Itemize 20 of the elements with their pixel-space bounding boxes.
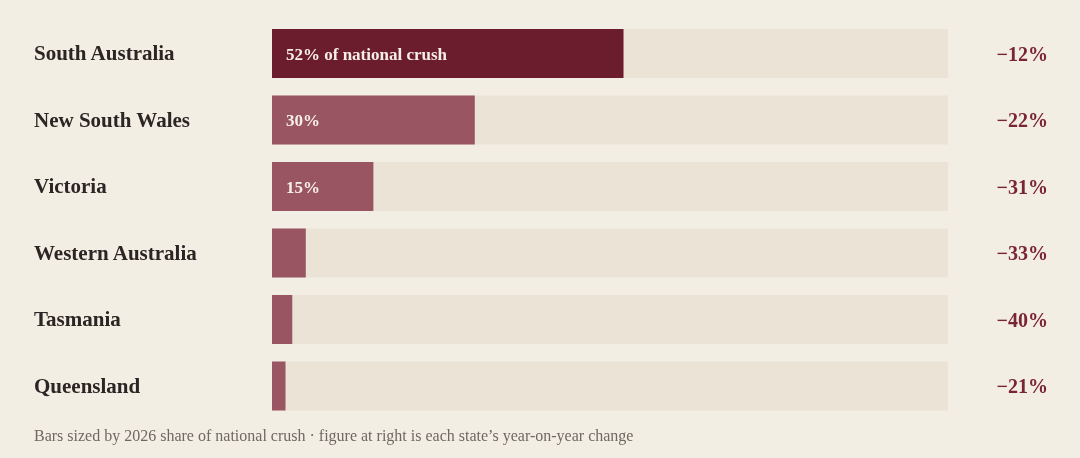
y-tick-label: Victoria xyxy=(34,174,108,199)
y-tick-label: Tasmania xyxy=(34,307,122,332)
text: −31% xyxy=(996,175,1048,198)
text: −40% xyxy=(996,308,1048,331)
bar xyxy=(272,361,286,411)
text: −12% xyxy=(996,42,1048,65)
text: −21% xyxy=(996,375,1048,397)
y-tick-label: South Australia xyxy=(34,41,176,66)
y-tick-label: Western Australia xyxy=(34,240,198,265)
bar xyxy=(272,162,374,211)
data-label: 30% xyxy=(286,111,320,130)
y-tick-label: Queensland xyxy=(34,373,141,398)
y-tick-label: New South Wales xyxy=(34,107,190,132)
data-label: 52% of national crush xyxy=(286,44,448,64)
text: Bars sized by 2026 share of national crush · figure at right is each state’s year-on-year change xyxy=(34,427,634,445)
data-label: 15% xyxy=(286,177,320,197)
bar xyxy=(272,228,306,278)
bar xyxy=(272,295,293,344)
text: −33% xyxy=(996,242,1048,264)
text: −22% xyxy=(996,109,1048,131)
